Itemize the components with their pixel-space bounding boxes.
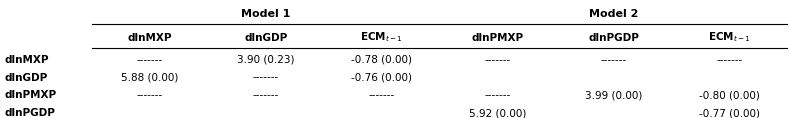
Text: -------: ------- [600, 55, 626, 65]
Text: -0.80 (0.00): -0.80 (0.00) [699, 90, 760, 100]
Text: 3.90 (0.23): 3.90 (0.23) [237, 55, 295, 65]
Text: dlnMXP: dlnMXP [128, 33, 172, 42]
Text: 3.99 (0.00): 3.99 (0.00) [585, 90, 642, 100]
Text: dlnMXP: dlnMXP [5, 55, 49, 65]
Text: ECM$_{t-1}$: ECM$_{t-1}$ [361, 31, 404, 44]
Text: -------: ------- [137, 90, 163, 100]
Text: -------: ------- [253, 90, 279, 100]
Text: dlnPMXP: dlnPMXP [471, 33, 524, 42]
Text: dlnGDP: dlnGDP [244, 33, 287, 42]
Text: ECM$_{t-1}$: ECM$_{t-1}$ [708, 31, 751, 44]
Text: -------: ------- [485, 90, 511, 100]
Text: dlnPGDP: dlnPGDP [588, 33, 639, 42]
Text: -------: ------- [253, 73, 279, 82]
Text: -------: ------- [485, 55, 511, 65]
Text: -------: ------- [369, 90, 395, 100]
Text: -0.76 (0.00): -0.76 (0.00) [351, 73, 412, 82]
Text: -------: ------- [716, 55, 743, 65]
Text: 5.92 (0.00): 5.92 (0.00) [469, 108, 526, 118]
Text: Model 2: Model 2 [589, 9, 638, 19]
Text: Model 1: Model 1 [241, 9, 291, 19]
Text: dlnGDP: dlnGDP [5, 73, 48, 82]
Text: -0.77 (0.00): -0.77 (0.00) [699, 108, 760, 118]
Text: -0.78 (0.00): -0.78 (0.00) [351, 55, 412, 65]
Text: dlnPGDP: dlnPGDP [5, 108, 56, 118]
Text: dlnPMXP: dlnPMXP [5, 90, 57, 100]
Text: 5.88 (0.00): 5.88 (0.00) [121, 73, 179, 82]
Text: -------: ------- [137, 55, 163, 65]
